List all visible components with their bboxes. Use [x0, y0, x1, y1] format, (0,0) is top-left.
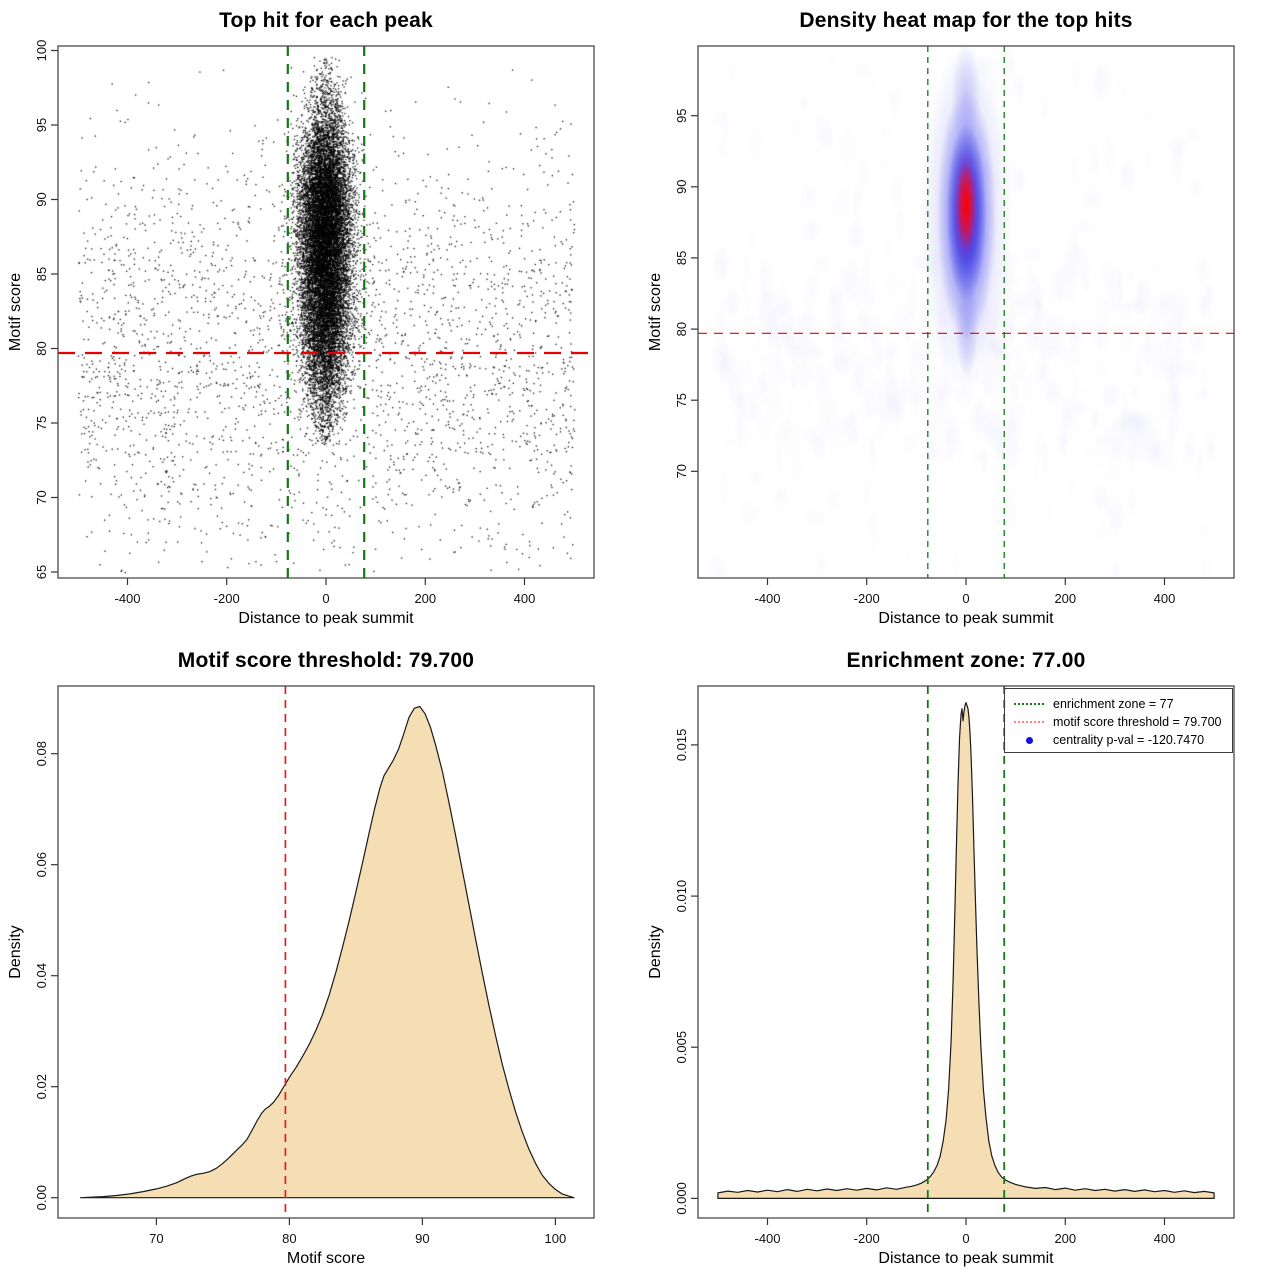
svg-text:75: 75 [34, 416, 49, 430]
svg-text:0.015: 0.015 [674, 729, 689, 762]
legend-label: centrality p-val = -120.7470 [1053, 733, 1205, 747]
x-axis-label: Distance to peak summit [238, 610, 414, 627]
motif-density-svg: 70 80 90 100 0.00 0.02 0.04 0.06 0.08 [34, 685, 595, 1246]
svg-text:95: 95 [34, 118, 49, 132]
svg-text:90: 90 [415, 1231, 429, 1246]
y-axis-label: Density [7, 925, 24, 979]
blue-dot-icon [1005, 736, 1053, 744]
svg-text:0.000: 0.000 [674, 1182, 689, 1215]
svg-text:400: 400 [1154, 591, 1176, 606]
svg-text:90: 90 [34, 192, 49, 206]
y-axis-label: Density [647, 925, 664, 979]
svg-text:100: 100 [34, 40, 49, 62]
svg-text:200: 200 [1054, 591, 1076, 606]
salmon-dotted-line-icon [1005, 721, 1053, 723]
svg-text:0.04: 0.04 [34, 963, 49, 988]
legend-item-enrichment-zone: enrichment zone = 77 [1005, 695, 1232, 713]
svg-text:65: 65 [34, 565, 49, 579]
svg-text:400: 400 [514, 591, 536, 606]
svg-text:0.06: 0.06 [34, 852, 49, 877]
svg-text:200: 200 [414, 591, 436, 606]
y-axis-label: Motif score [7, 272, 24, 352]
svg-text:75: 75 [674, 393, 689, 407]
green-dotted-line-icon [1005, 703, 1053, 705]
panel-motif-score-density: 70 80 90 100 0.00 0.02 0.04 0.06 0.08 Motif scor… [0, 640, 640, 1280]
legend-item-centrality-pval: centrality p-val = -120.7470 [1005, 731, 1232, 749]
svg-text:-200: -200 [854, 591, 880, 606]
svg-text:90: 90 [674, 180, 689, 194]
distance-density-svg: -400 -200 0 200 400 0.000 0.005 0.010 0.015 [674, 685, 1235, 1246]
svg-text:80: 80 [674, 322, 689, 336]
panel-summit-distance-density: -400 -200 0 200 400 0.000 0.005 0.010 0.015 Enri… [640, 640, 1280, 1280]
svg-text:-200: -200 [214, 591, 240, 606]
legend-label: enrichment zone = 77 [1053, 697, 1174, 711]
heatmap-axes-svg: -400 -200 0 200 400 70 75 80 85 90 95 [674, 45, 1235, 606]
svg-text:0: 0 [322, 591, 329, 606]
svg-text:0: 0 [962, 591, 969, 606]
svg-text:-400: -400 [754, 1231, 780, 1246]
svg-text:80: 80 [34, 341, 49, 355]
x-axis-label: Distance to peak summit [878, 1250, 1054, 1267]
svg-text:0.00: 0.00 [34, 1185, 49, 1210]
scatter-points-canvas [0, 0, 640, 640]
svg-text:85: 85 [674, 251, 689, 265]
panel-title: Motif score threshold: 79.700 [177, 649, 475, 672]
panel-density-heatmap: -400 -200 0 200 400 70 75 80 85 90 95 Density heat… [640, 0, 1280, 640]
svg-text:95: 95 [674, 108, 689, 122]
panel-scatter-top-hits: -400 -200 0 200 400 65 70 75 80 85 90 95 100 Top hit… [0, 0, 640, 640]
svg-text:70: 70 [149, 1231, 163, 1246]
svg-text:0.010: 0.010 [674, 880, 689, 913]
svg-text:400: 400 [1154, 1231, 1176, 1246]
svg-text:0.02: 0.02 [34, 1074, 49, 1099]
panel-title: Density heat map for the top hits [799, 9, 1133, 32]
svg-text:0: 0 [962, 1231, 969, 1246]
svg-text:80: 80 [282, 1231, 296, 1246]
panel-title: Top hit for each peak [219, 9, 433, 32]
legend-item-motif-threshold: motif score threshold = 79.700 [1005, 713, 1232, 731]
scatter-axes-svg: -400 -200 0 200 400 65 70 75 80 85 90 95 100 [34, 40, 595, 606]
y-axis-label: Motif score [647, 272, 664, 352]
svg-text:85: 85 [34, 267, 49, 281]
svg-text:0.005: 0.005 [674, 1031, 689, 1064]
legend-box: enrichment zone = 77 motif score thresho… [1004, 688, 1233, 753]
svg-text:100: 100 [545, 1231, 567, 1246]
x-axis-label: Motif score [286, 1250, 366, 1267]
svg-text:70: 70 [674, 464, 689, 478]
svg-text:70: 70 [34, 490, 49, 504]
panel-title: Enrichment zone: 77.00 [846, 649, 1086, 672]
svg-text:-400: -400 [754, 591, 780, 606]
svg-text:-200: -200 [854, 1231, 880, 1246]
svg-text:200: 200 [1054, 1231, 1076, 1246]
heatmap-canvas [640, 0, 1280, 640]
x-axis-label: Distance to peak summit [878, 610, 1054, 627]
svg-text:-400: -400 [114, 591, 140, 606]
svg-text:0.08: 0.08 [34, 741, 49, 766]
legend-label: motif score threshold = 79.700 [1053, 715, 1222, 729]
